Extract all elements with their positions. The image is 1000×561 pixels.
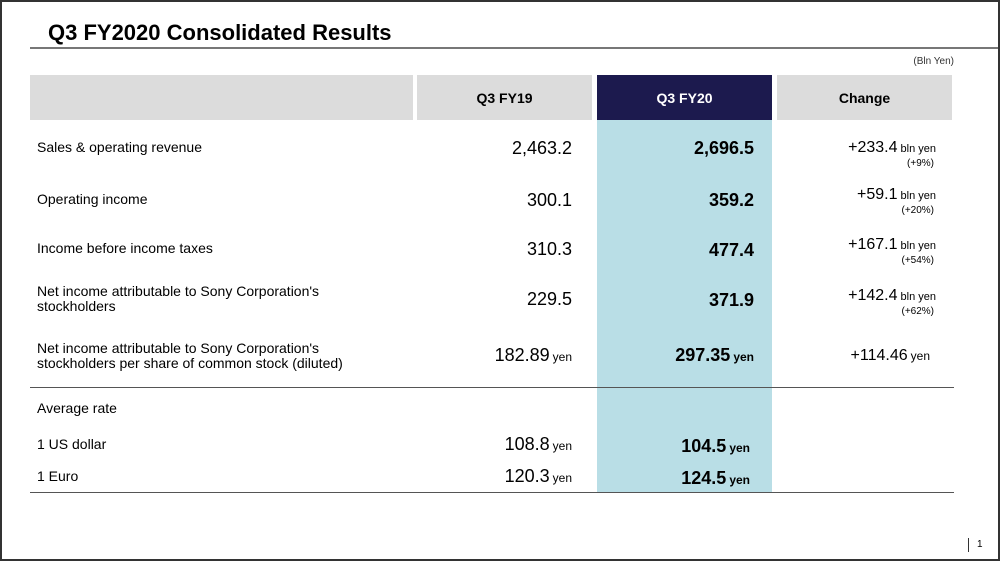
change-unit: bln yen: [900, 291, 936, 303]
value: 124.5: [681, 468, 727, 488]
change-unit: bln yen: [900, 240, 936, 252]
change-cell: +167.1 bln yen (+54%): [848, 236, 936, 266]
fy19-value: 2,463.2: [511, 138, 572, 158]
row-label: 1 Euro: [37, 468, 79, 484]
fy20-value: 477.4: [708, 240, 754, 260]
change-value: +114.46: [850, 347, 908, 364]
change-unit: bln yen: [900, 190, 936, 202]
change-pct: (+9%): [907, 158, 934, 169]
change-cell: +59.1 bln yen (+20%): [857, 186, 936, 216]
fy19-value: 310.3: [526, 239, 572, 259]
title-divider: [30, 47, 998, 49]
fy20-value: 371.9: [708, 290, 754, 310]
unit: yen: [729, 441, 750, 455]
unit: yen: [729, 473, 750, 487]
row-label: Net income attributable to Sony Corporat…: [37, 283, 320, 314]
header-q3fy19: Q3 FY19: [417, 75, 592, 120]
header-change: Change: [777, 75, 952, 120]
value: 297.35: [675, 345, 731, 365]
value: 104.5: [681, 436, 727, 456]
avg-rate-label: Average rate: [37, 400, 117, 416]
change-cell: +114.46 yen: [851, 347, 930, 365]
row-label: Sales & operating revenue: [37, 139, 202, 155]
table-bottom-line: [30, 492, 954, 493]
change-unit: yen: [910, 349, 930, 363]
change-value: +233.4: [848, 139, 898, 156]
fy19-value: 300.1: [526, 190, 572, 210]
unit-label: (Bln Yen): [913, 56, 954, 67]
row-label: Income before income taxes: [37, 240, 213, 256]
change-unit: bln yen: [900, 143, 936, 155]
slide-title: Q3 FY2020 Consolidated Results: [48, 20, 392, 45]
row-label: Operating income: [37, 191, 148, 207]
row-label: 1 US dollar: [37, 436, 107, 452]
unit: yen: [552, 350, 572, 364]
unit: yen: [733, 350, 754, 364]
fy20-value: 124.5 yen: [681, 468, 750, 489]
fy20-value: 104.5 yen: [681, 436, 750, 457]
change-cell: +142.4 bln yen (+62%): [848, 287, 936, 317]
fy20-value: 297.35 yen: [675, 345, 754, 366]
fy19-value: 229.5: [526, 289, 572, 309]
section-divider: [30, 387, 954, 388]
change-pct: (+62%): [901, 306, 934, 317]
page-number: 1: [968, 538, 983, 552]
value: 108.8: [504, 434, 550, 454]
fy19-value: 120.3 yen: [505, 466, 572, 487]
change-value: +59.1: [857, 186, 898, 203]
unit: yen: [552, 471, 572, 485]
fy20-value: 2,696.5: [693, 138, 754, 158]
change-cell: +233.4 bln yen (+9%): [848, 139, 936, 169]
fy19-value: 108.8 yen: [505, 434, 572, 455]
header-blank: [30, 75, 413, 120]
value: 120.3: [504, 466, 550, 486]
unit: yen: [552, 439, 572, 453]
change-value: +142.4: [848, 287, 898, 304]
change-pct: (+54%): [901, 255, 934, 266]
row-label: Net income attributable to Sony Corporat…: [37, 340, 343, 371]
value: 182.89: [494, 345, 550, 365]
header-q3fy20: Q3 FY20: [597, 75, 772, 120]
fy19-value: 182.89 yen: [495, 345, 572, 366]
change-pct: (+20%): [901, 205, 934, 216]
q3fy20-highlight-column: [597, 120, 772, 492]
change-value: +167.1: [848, 236, 898, 253]
fy20-value: 359.2: [708, 190, 754, 210]
